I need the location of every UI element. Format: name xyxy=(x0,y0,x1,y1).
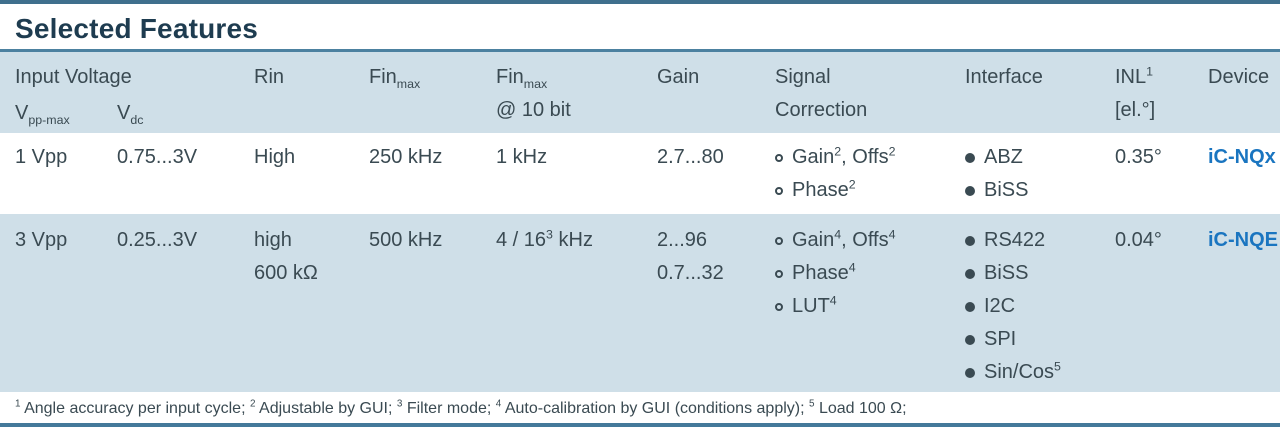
list-item: Gain4, Offs4 xyxy=(775,224,965,257)
interface-list: ABZ BiSS xyxy=(965,141,1115,214)
list-item-label: 2.7...80 xyxy=(657,146,724,168)
list-item-label: 0.7...32 xyxy=(657,262,724,284)
signal-correction-list: Gain2, Offs2 Phase2 xyxy=(775,141,965,214)
list-item-label: Gain2, Offs2 xyxy=(792,144,896,168)
rin-value: high 600 kΩ xyxy=(254,229,318,284)
open-circle-bullet-icon xyxy=(775,186,783,195)
rin-value: High xyxy=(254,146,296,168)
filled-circle-bullet-icon xyxy=(965,268,975,279)
table-row-ic-nqe: 3 Vpp 0.25...3V high 600 kΩ 500 kHz 4 / 1… xyxy=(0,214,1280,392)
list-item-label: SPI xyxy=(984,328,1017,350)
header-interface: Interface xyxy=(965,66,1043,88)
inl-value: 0.04° xyxy=(1115,229,1162,251)
list-item-label: ABZ xyxy=(984,146,1023,168)
table-header-row: Input Voltage Vpp-max Vdc Rin Finmax Fin… xyxy=(0,52,1280,133)
selected-features-table: Selected Features Input Voltage Vpp-max … xyxy=(0,0,1280,427)
page-title: Selected Features xyxy=(15,13,259,44)
inl-value: 0.35° xyxy=(1115,146,1162,168)
vdc-value: 0.25...3V xyxy=(117,229,198,251)
list-item: Phase4 xyxy=(775,257,965,290)
filled-circle-bullet-icon xyxy=(965,185,975,196)
header-inl: INL1 [el.°] xyxy=(1115,64,1156,121)
filled-circle-bullet-icon xyxy=(965,235,975,246)
list-item: LUT4 xyxy=(775,290,965,323)
list-item: Gain2, Offs2 xyxy=(775,141,965,174)
list-item: Sin/Cos5 xyxy=(965,356,1115,389)
list-item: I2C xyxy=(965,290,1115,323)
vpp-max-value: 1 Vpp xyxy=(15,146,68,168)
gain-value-list: 2...96 0.7...32 xyxy=(657,224,775,392)
header-vdc: Vdc xyxy=(117,102,144,127)
list-item: Phase2 xyxy=(775,174,965,207)
list-item: SPI xyxy=(965,323,1115,356)
list-item: BiSS xyxy=(965,257,1115,290)
header-rin: Rin xyxy=(254,66,285,88)
list-item-label: 2...96 xyxy=(657,229,708,251)
list-item-label: Phase2 xyxy=(792,177,856,201)
list-item: 2.7...80 xyxy=(657,141,775,174)
signal-correction-list: Gain4, Offs4 Phase4 LUT4 xyxy=(775,224,965,392)
header-fin-max: Finmax xyxy=(369,66,421,91)
header-input-voltage: Input Voltage xyxy=(15,66,132,88)
table-row-ic-nqx: 1 Vpp 0.75...3V High 250 kHz 1 kHz 2.7..… xyxy=(0,133,1280,214)
open-circle-bullet-icon xyxy=(775,153,783,162)
header-vpp-max: Vpp-max xyxy=(15,102,70,127)
title-band: Selected Features xyxy=(0,0,1280,49)
interface-list: RS422 BiSS I2C SPI Sin/Cos5 xyxy=(965,224,1115,392)
list-item: RS422 xyxy=(965,224,1115,257)
header-gain: Gain xyxy=(657,66,700,88)
fin-max-value: 500 kHz xyxy=(369,229,443,251)
list-item-label: LUT4 xyxy=(792,293,837,317)
list-item-label: Phase4 xyxy=(792,260,856,284)
header-signal-correction: Signal Correction xyxy=(775,66,868,121)
fin-max-10bit-value: 1 kHz xyxy=(496,146,548,168)
fin-max-10bit-value: 4 / 163 kHz xyxy=(496,227,593,251)
open-circle-bullet-icon xyxy=(775,269,783,278)
footnote-band: 1 Angle accuracy per input cycle; 2 Adju… xyxy=(0,392,1280,427)
list-item-label: RS422 xyxy=(984,229,1046,251)
list-item: 0.7...32 xyxy=(657,257,775,290)
fin-max-value: 250 kHz xyxy=(369,146,443,168)
list-item-label: BiSS xyxy=(984,262,1029,284)
list-item-label: BiSS xyxy=(984,179,1029,201)
list-item: ABZ xyxy=(965,141,1115,174)
open-circle-bullet-icon xyxy=(775,236,783,245)
list-item-label: Gain4, Offs4 xyxy=(792,227,896,251)
filled-circle-bullet-icon xyxy=(965,301,975,312)
title-divider-rule xyxy=(0,49,1280,52)
filled-circle-bullet-icon xyxy=(965,334,975,345)
list-item: 2...96 xyxy=(657,224,775,257)
header-fin-max-10bit: Finmax @ 10 bit xyxy=(496,66,571,121)
header-device: Device xyxy=(1208,66,1270,88)
vdc-value: 0.75...3V xyxy=(117,146,198,168)
open-circle-bullet-icon xyxy=(775,302,783,311)
list-item-label: Sin/Cos5 xyxy=(984,359,1061,383)
gain-value-list: 2.7...80 xyxy=(657,141,775,214)
filled-circle-bullet-icon xyxy=(965,152,975,163)
device-link-ic-nqx[interactable]: iC-NQx xyxy=(1208,146,1276,168)
list-item: BiSS xyxy=(965,174,1115,207)
vpp-max-value: 3 Vpp xyxy=(15,229,68,251)
footnote-text: 1 Angle accuracy per input cycle; 2 Adju… xyxy=(15,398,907,417)
filled-circle-bullet-icon xyxy=(965,367,975,378)
list-item-label: I2C xyxy=(984,295,1016,317)
device-link-ic-nqe[interactable]: iC-NQE xyxy=(1208,229,1278,251)
